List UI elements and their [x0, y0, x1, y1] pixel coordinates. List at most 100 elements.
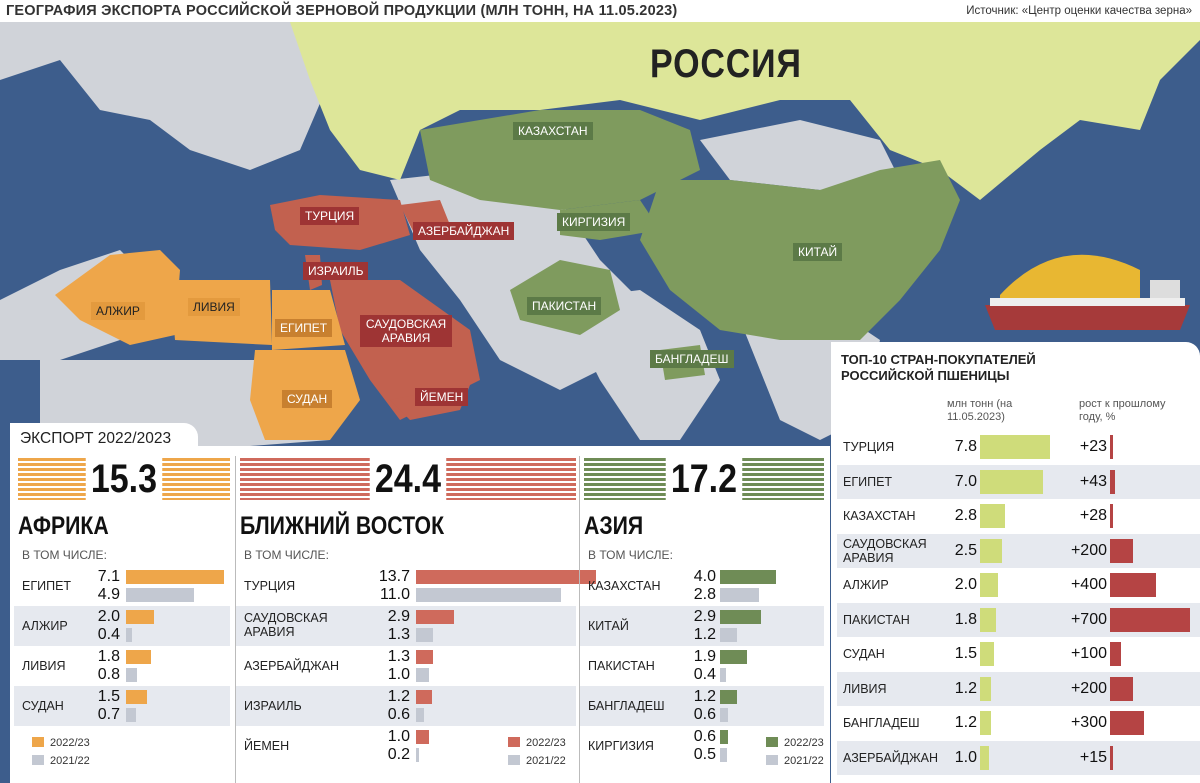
top10-panel: ТОП-10 СТРАН-ПОКУПАТЕЛЕЙ РОССИЙСКОЙ ПШЕН…: [831, 342, 1200, 783]
top10-value-bar: [980, 711, 991, 735]
value-current: 1.8: [97, 648, 120, 665]
region-column: 15.3 АФРИКА В ТОМ ЧИСЛЕ: ЕГИПЕТ 7.1 4.9 АЛЖИР 2…: [14, 446, 230, 783]
value-previous: 0.8: [97, 666, 120, 683]
top10-value: 1.2: [954, 714, 977, 731]
region-name: АФРИКА: [18, 512, 109, 540]
value-current: 1.0: [387, 728, 410, 745]
bar-previous: [720, 588, 760, 602]
top10-value-bar: [980, 538, 1003, 563]
top10-country: АЛЖИР: [843, 578, 889, 592]
value-previous: 11.0: [380, 586, 410, 603]
top10-value-bar: [980, 573, 998, 597]
column-separator: [235, 456, 236, 783]
country-name: ЕГИПЕТ: [22, 579, 72, 593]
legend-swatch-current: [508, 737, 520, 747]
top10-value: 1.0: [954, 748, 977, 766]
source-note: Источник: «Центр оценки качества зерна»: [966, 5, 1192, 17]
map-label-saudi: САУДОВСКАЯ АРАВИЯ: [360, 315, 452, 347]
page-title: ГЕОГРАФИЯ ЭКСПОРТА РОССИЙСКОЙ ЗЕРНОВОЙ П…: [6, 3, 678, 19]
top10-value: 2.0: [954, 576, 977, 593]
bar-current: [720, 570, 776, 584]
map-label-sudan: СУДАН: [282, 390, 333, 408]
top10-growth: +300: [1070, 714, 1107, 731]
table-row: СУДАН 1.5 0.7: [14, 686, 230, 726]
value-current: 2.0: [97, 608, 120, 625]
value-previous: 2.8: [693, 586, 716, 603]
top10-row: АЛЖИР 2.0 +400: [837, 568, 1200, 602]
top10-growth-bar: [1110, 469, 1115, 494]
value-previous: 0.5: [693, 746, 716, 763]
bar-current: [416, 570, 596, 584]
table-row: АЗЕРБАЙДЖАН 1.3 1.0: [236, 646, 576, 686]
bar-previous: [126, 708, 136, 722]
included-label: В ТОМ ЧИСЛЕ:: [22, 548, 107, 562]
top10-value: 1.5: [954, 645, 977, 662]
value-current: 1.3: [387, 648, 410, 665]
top10-col-growth: рост к прошлому году, %: [1079, 398, 1166, 423]
bar-current: [720, 610, 761, 624]
map-label-algeria: АЛЖИР: [91, 302, 145, 320]
top10-country: ТУРЦИЯ: [843, 440, 895, 454]
legend-current: 2022/23: [766, 737, 824, 749]
top10-growth: +43: [1079, 472, 1107, 490]
top10-value: 1.2: [954, 679, 977, 697]
bar-previous: [720, 708, 729, 722]
country-name: КАЗАХСТАН: [588, 579, 661, 593]
bar-previous: [416, 588, 561, 602]
bar-current: [126, 610, 154, 624]
map-label-russia: РОССИЯ: [650, 42, 802, 86]
top10-country: АЗЕРБАЙДЖАН: [843, 750, 939, 765]
value-current: 1.9: [693, 648, 716, 665]
top10-value: 1.8: [954, 610, 977, 628]
top10-growth: +400: [1070, 576, 1107, 593]
table-row: ИЗРАИЛЬ 1.2 0.6: [236, 686, 576, 726]
land-russia: [290, 22, 1200, 200]
bar-previous: [720, 628, 737, 642]
top10-value: 7.0: [954, 472, 977, 490]
region-total-box: 15.3: [18, 458, 230, 500]
value-current: 1.2: [693, 688, 716, 705]
top10-growth-bar: [1110, 573, 1156, 597]
country-name: ПАКИСТАН: [588, 659, 655, 673]
bar-previous: [416, 668, 430, 682]
value-current: 13.7: [378, 568, 410, 585]
table-row: ТУРЦИЯ 13.7 11.0: [236, 566, 596, 606]
value-current: 2.9: [387, 608, 410, 625]
top10-growth-bar: [1110, 711, 1145, 735]
country-name: ЙЕМЕН: [244, 739, 290, 753]
top10-growth-bar: [1110, 676, 1133, 701]
region-column: 17.2 АЗИЯ В ТОМ ЧИСЛЕ: КАЗАХСТАН 4.0 2.8 КИТАЙ…: [580, 446, 824, 783]
country-name: ЛИВИЯ: [22, 659, 66, 673]
bar-current: [416, 730, 430, 744]
top10-value: 2.8: [954, 507, 977, 524]
top10-country: ПАКИСТАН: [843, 612, 910, 627]
value-current: 4.0: [693, 568, 716, 585]
legend-label-previous: 2021/22: [784, 755, 824, 767]
top10-col-volume: млн тонн (на 11.05.2023): [947, 398, 1013, 423]
table-row: ЛИВИЯ 1.8 0.8: [14, 646, 230, 686]
legend-previous: 2021/22: [32, 755, 90, 767]
country-name: САУДОВСКАЯ АРАВИЯ: [244, 611, 328, 639]
bar-previous: [126, 588, 194, 602]
bar-current: [416, 650, 434, 664]
value-current: 0.6: [693, 728, 716, 745]
legend-swatch-previous: [32, 755, 44, 765]
legend-swatch-current: [766, 737, 778, 747]
map-label-israel: ИЗРАИЛЬ: [303, 262, 369, 280]
legend-label-current: 2022/23: [50, 737, 90, 749]
table-row: КИТАЙ 2.9 1.2: [580, 606, 824, 646]
header-bar: ГЕОГРАФИЯ ЭКСПОРТА РОССИЙСКОЙ ЗЕРНОВОЙ П…: [0, 0, 1200, 22]
country-name: КИТАЙ: [588, 619, 629, 633]
country-name: БАНГЛАДЕШ: [588, 699, 665, 713]
value-previous: 1.3: [387, 626, 410, 643]
top10-row: ЕГИПЕТ 7.0 +43: [837, 464, 1200, 499]
top10-row: ПАКИСТАН 1.8 +700: [837, 602, 1200, 637]
table-row: ЕГИПЕТ 7.1 4.9: [14, 566, 230, 606]
top10-row: САУДОВСКАЯ АРАВИЯ 2.5 +200: [837, 533, 1200, 568]
land-kazakhstan: [420, 110, 700, 210]
legend-swatch-previous: [766, 755, 778, 765]
value-previous: 0.6: [387, 706, 410, 723]
table-row: БАНГЛАДЕШ 1.2 0.6: [580, 686, 824, 726]
country-name: ИЗРАИЛЬ: [244, 699, 302, 713]
column-separator: [579, 456, 580, 783]
